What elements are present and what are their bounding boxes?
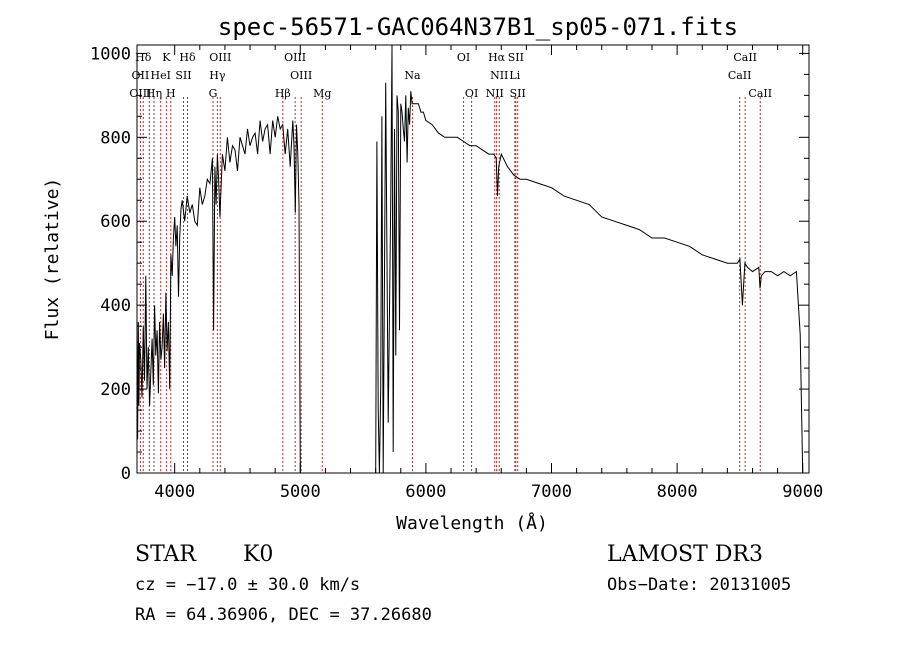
line-label: Hδ: [135, 51, 152, 64]
x-tick-label: 9000: [782, 482, 823, 502]
line-label: OIII: [284, 51, 306, 64]
line-label: OII: [132, 69, 150, 82]
line-label: CaII: [728, 69, 752, 82]
line-label: OI: [457, 51, 470, 64]
survey-name: LAMOST DR3: [607, 542, 763, 567]
emission-line-markers: [139, 97, 761, 473]
object-subclass: K0: [243, 542, 273, 567]
ra-dec-coordinates: RA = 64.36906, DEC = 37.26680: [135, 605, 432, 625]
line-label: Hγ: [209, 69, 226, 82]
line-label: Na: [404, 69, 421, 82]
object-class: STAR: [135, 542, 197, 567]
x-tick-label: 7000: [531, 482, 572, 502]
line-label: OIII: [209, 51, 231, 64]
line-label: Li: [509, 69, 520, 82]
chart-title: spec-56571-GAC064N37B1_sp05-071.fits: [218, 13, 738, 41]
y-tick-label: 600: [100, 212, 131, 232]
line-label: H: [166, 87, 176, 100]
line-label: Mg: [313, 87, 331, 100]
y-axis-label: Flux (relative): [42, 178, 63, 341]
line-label: CaII: [748, 87, 772, 100]
line-label: Hδ: [179, 51, 196, 64]
line-label: OI: [465, 87, 478, 100]
y-tick-label: 1000: [90, 44, 131, 64]
line-label: OIII: [290, 69, 312, 82]
x-tick-label: 4000: [154, 482, 195, 502]
spectrum-series-line: [136, 44, 804, 474]
plot-frame: [136, 44, 810, 474]
line-label: NII: [490, 69, 508, 82]
line-label: SII: [175, 69, 191, 82]
line-label: Hβ: [275, 87, 291, 100]
x-tick-label: 6000: [405, 482, 446, 502]
redshift-velocity: cz = −17.0 ± 30.0 km/s: [135, 575, 360, 595]
line-label: CaII: [733, 51, 757, 64]
x-tick-label: 8000: [657, 482, 698, 502]
line-label: SII: [510, 87, 526, 100]
line-label: HeI: [151, 69, 171, 82]
line-label: G: [209, 87, 218, 100]
line-label: Hα: [488, 51, 506, 64]
line-label: K: [162, 51, 171, 64]
y-tick-label: 200: [100, 380, 131, 400]
x-axis-label: Wavelength (Å): [396, 512, 548, 534]
x-tick-label: 5000: [280, 482, 321, 502]
line-label: OIII: [129, 87, 151, 100]
y-tick-label: 400: [100, 296, 131, 316]
observation-date: Obs−Date: 20131005: [607, 575, 791, 595]
line-label: NII: [486, 87, 504, 100]
x-axis-ticks: 4000 5000 6000 7000 8000 9000: [154, 45, 823, 502]
line-label: SII: [508, 51, 524, 64]
y-axis-ticks: 0 200 400 600 800 1000: [90, 44, 809, 484]
line-label: Hη: [146, 87, 162, 100]
y-tick-label: 0: [121, 464, 131, 484]
y-tick-label: 800: [100, 128, 131, 148]
